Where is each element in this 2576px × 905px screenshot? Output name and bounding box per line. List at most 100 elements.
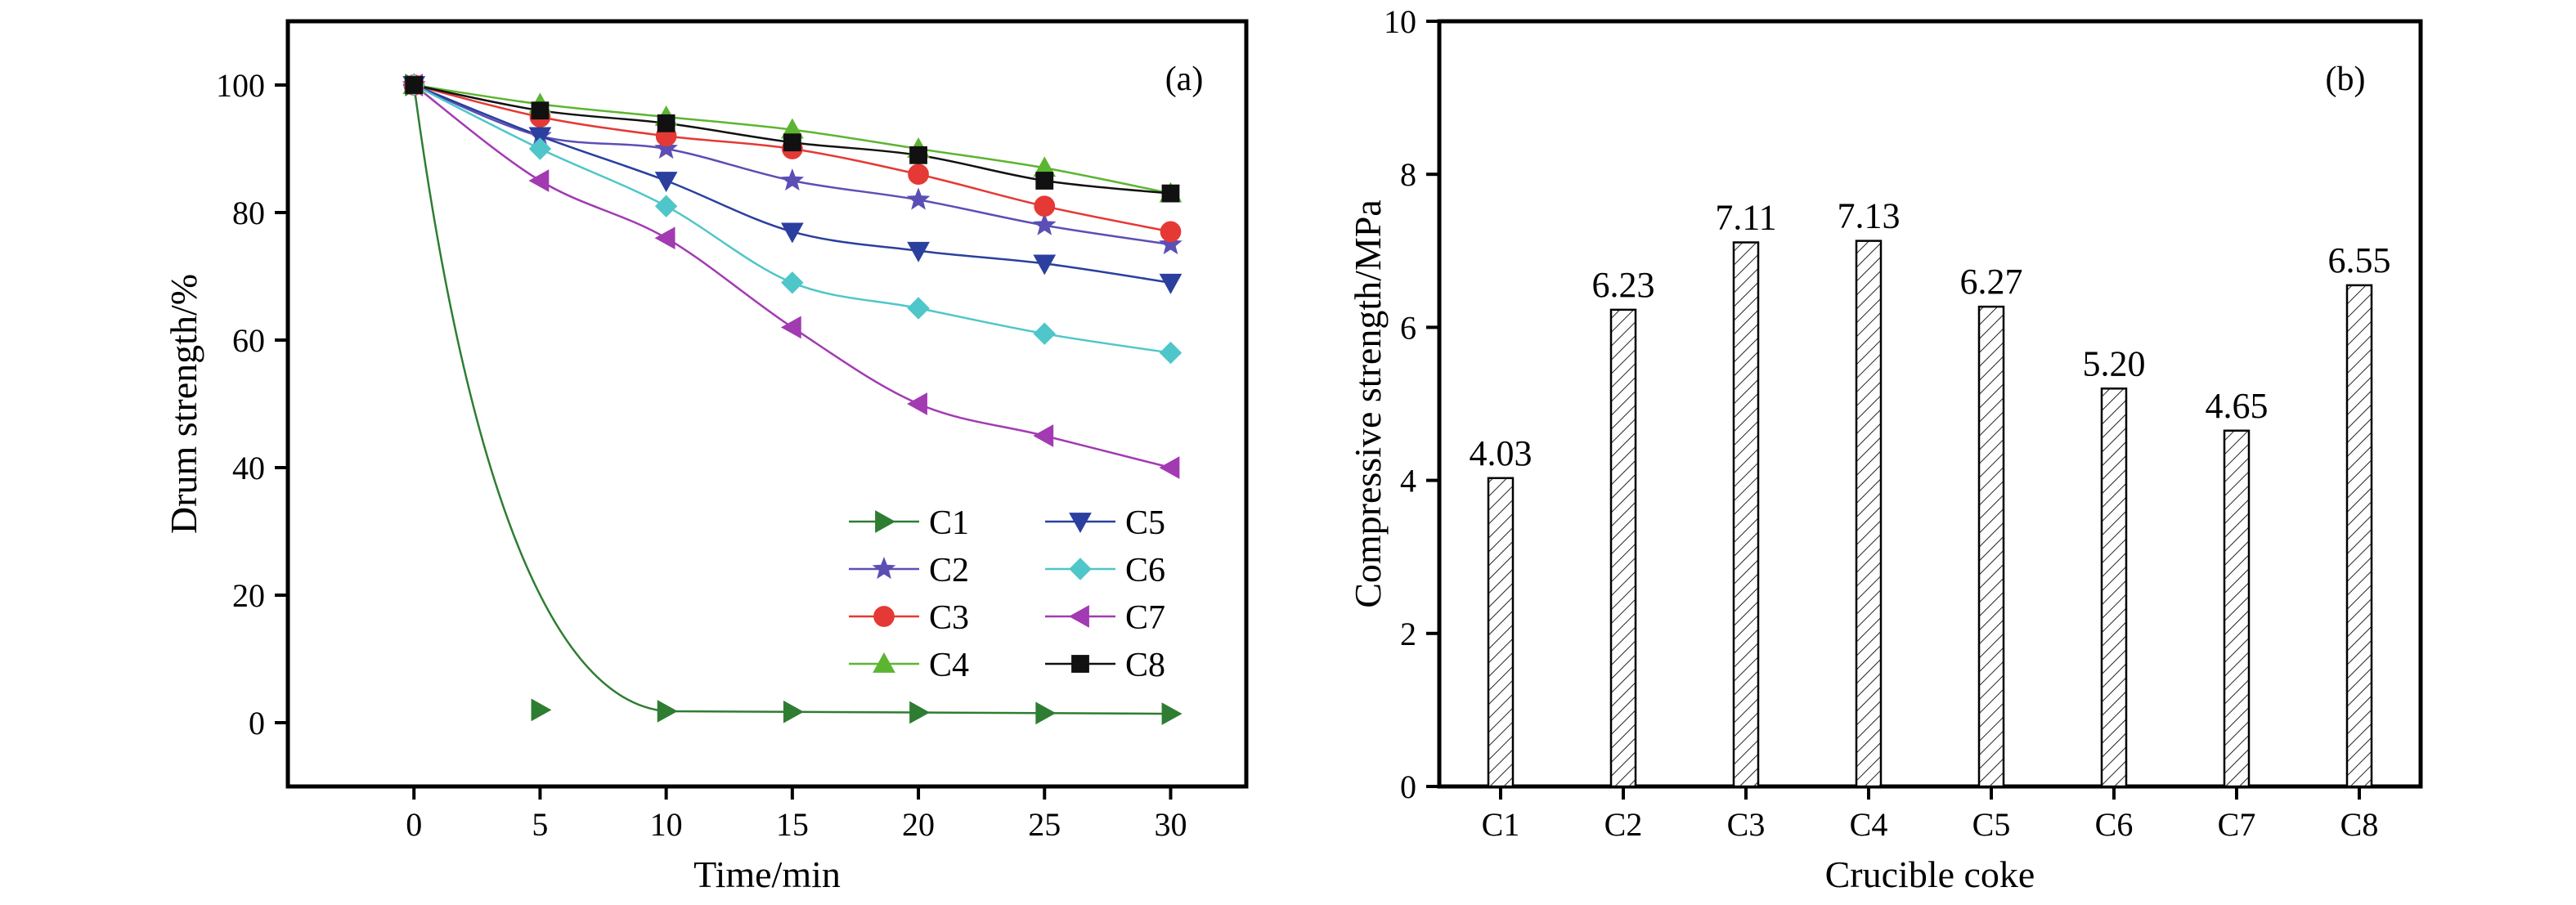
- marker-C2: [1159, 231, 1183, 255]
- x-axis-label-b: Crucible coke: [1825, 853, 2035, 895]
- bar-C2: [1609, 308, 1637, 788]
- bar-value-label-C6: 5.20: [2083, 343, 2146, 383]
- marker-C1: [909, 701, 931, 724]
- marker-C6: [654, 195, 678, 217]
- marker-C8: [783, 133, 801, 152]
- y-tick-label-a: 40: [232, 450, 265, 486]
- marker-C7: [528, 169, 550, 192]
- x-axis-label-a: Time/min: [693, 853, 841, 895]
- y-tick-label-b: 6: [1400, 309, 1416, 346]
- y-axis-label-a: Drum strength/%: [163, 274, 204, 534]
- marker-C2: [654, 136, 678, 159]
- x-tick-label-a: 30: [1154, 806, 1187, 843]
- marker-C5: [654, 172, 678, 193]
- marker-C5: [1033, 254, 1057, 276]
- x-tick-label-b: C5: [1972, 806, 2011, 843]
- bar-C4: [1855, 240, 1883, 788]
- legend-marker-C7: [1068, 605, 1089, 628]
- marker-C7: [1033, 424, 1054, 447]
- marker-C5: [528, 127, 552, 148]
- bar-value-labels-b: 4.03 6.23 7.11 7.13 6.27 5.20 4.65 6.55: [1470, 196, 2391, 473]
- marker-C8: [909, 146, 927, 164]
- marker-C7: [780, 316, 801, 339]
- legend-marker-C6: [1069, 558, 1092, 580]
- marker-C7: [1159, 456, 1180, 479]
- marker-C5: [780, 222, 804, 244]
- legend-label-C8: C8: [1125, 647, 1165, 684]
- legend-a: C1 C2 C3 C4 C5 C6 C7 C8: [849, 504, 1165, 684]
- series-line-C1: [412, 84, 1171, 715]
- marker-C2: [1032, 213, 1057, 235]
- bar-C3: [1732, 241, 1760, 788]
- x-tick-label-a: 5: [532, 806, 548, 843]
- marker-C6: [1033, 322, 1056, 345]
- x-tick-label-a: 10: [650, 806, 683, 843]
- y-tick-label-b: 0: [1400, 768, 1416, 805]
- legend-label-C7: C7: [1125, 599, 1165, 637]
- x-tick-label-b: C1: [1482, 806, 1520, 843]
- y-tick-label-a: 0: [249, 705, 265, 741]
- legend-marker-C1: [875, 510, 896, 533]
- y-tick-label-a: 20: [232, 577, 265, 614]
- axes-b: 0 2 4 6 8 10 C1 C2 C3 C4 C5 C6 C7 C8: [1384, 3, 2378, 843]
- legend-marker-C5: [1069, 513, 1092, 534]
- marker-C8: [657, 114, 675, 132]
- marker-C2: [906, 187, 931, 210]
- x-tick-label-b: C4: [1850, 806, 1888, 843]
- marker-C8: [405, 76, 424, 94]
- x-tick-label-b: C7: [2218, 806, 2256, 843]
- marker-C6: [528, 137, 552, 160]
- marker-C8: [1161, 184, 1180, 203]
- legend-label-C3: C3: [929, 599, 969, 637]
- legend-marker-C2: [872, 556, 896, 580]
- bar-value-label-C4: 7.13: [1838, 196, 1901, 236]
- marker-C1: [1161, 702, 1183, 725]
- x-tick-label-a: 20: [902, 806, 935, 843]
- x-tick-label-a: 15: [776, 806, 809, 843]
- legend-label-C5: C5: [1125, 504, 1165, 542]
- y-tick-label-b: 4: [1400, 463, 1416, 500]
- y-tick-label-b: 2: [1400, 616, 1416, 652]
- y-tick-label-a: 60: [232, 322, 265, 359]
- marker-C2: [780, 168, 805, 191]
- x-tick-label-b: C2: [1604, 806, 1643, 843]
- y-tick-label-b: 8: [1400, 156, 1416, 193]
- marker-C7: [907, 392, 927, 415]
- x-tick-label-a: 0: [406, 806, 422, 843]
- marker-C3: [1034, 195, 1056, 217]
- bar-value-label-C1: 4.03: [1470, 433, 1533, 473]
- bar-value-label-C7: 4.65: [2206, 386, 2269, 426]
- x-tick-label-b: C8: [2340, 806, 2379, 843]
- legend-label-C4: C4: [929, 647, 969, 684]
- bar-C5: [1977, 305, 2005, 788]
- marker-C8: [1035, 172, 1054, 190]
- legend-label-C2: C2: [929, 552, 969, 589]
- legend-marker-C4: [873, 652, 895, 673]
- plot-frame-a: [285, 19, 1249, 789]
- legend-marker-C3: [873, 606, 895, 627]
- x-tick-label-a: 25: [1028, 806, 1061, 843]
- compressive-strength-chart: 0 2 4 6 8 10 C1 C2 C3 C4 C5 C6 C7 C8 4.03 6.23 7.11 7.13…: [1347, 3, 2423, 895]
- marker-C1: [531, 698, 552, 722]
- marker-C6: [907, 297, 930, 320]
- plot-frame-b: [1437, 19, 2423, 789]
- bars-b: [1487, 240, 2373, 788]
- bar-C7: [2223, 429, 2251, 788]
- panel-label-a: (a): [1165, 60, 1204, 98]
- marker-C8: [531, 101, 550, 120]
- y-tick-label-a: 100: [216, 67, 265, 104]
- bar-C8: [2345, 284, 2373, 788]
- bar-value-label-C2: 6.23: [1592, 265, 1655, 305]
- legend-label-C6: C6: [1125, 552, 1165, 589]
- legend-marker-C8: [1071, 655, 1089, 673]
- marker-C6: [781, 271, 804, 294]
- bar-C1: [1487, 477, 1515, 788]
- series-markers-a: [402, 72, 1183, 725]
- marker-C6: [1159, 341, 1183, 365]
- marker-C7: [654, 226, 675, 250]
- bar-value-label-C5: 6.27: [1960, 262, 2023, 302]
- marker-C1: [657, 700, 678, 723]
- bar-C6: [2100, 388, 2128, 788]
- marker-C3: [1160, 221, 1182, 243]
